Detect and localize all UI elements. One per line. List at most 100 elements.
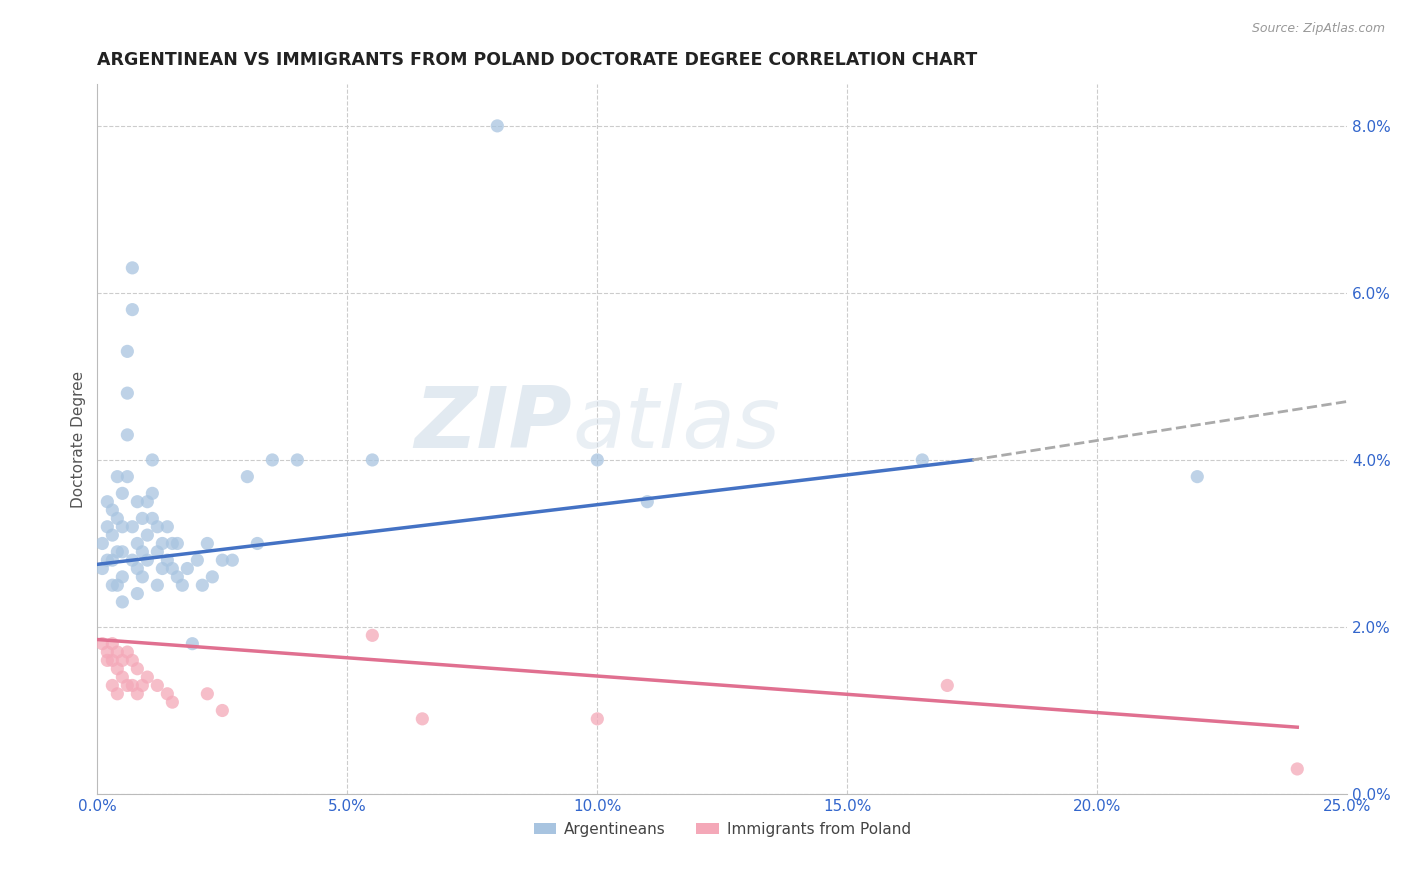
Point — [105, 469, 128, 483]
Point — [121, 260, 143, 275]
Point — [117, 645, 139, 659]
Point — [176, 561, 198, 575]
Point — [105, 511, 128, 525]
Point — [105, 578, 128, 592]
Text: ZIP: ZIP — [415, 384, 572, 467]
Point — [150, 536, 173, 550]
Point — [101, 503, 124, 517]
Point — [127, 561, 149, 575]
Point — [586, 453, 609, 467]
Point — [127, 662, 149, 676]
Point — [127, 536, 149, 550]
Point — [105, 662, 128, 676]
Point — [101, 637, 124, 651]
Point — [96, 645, 118, 659]
Point — [91, 536, 114, 550]
Point — [411, 712, 433, 726]
Point — [181, 637, 204, 651]
Point — [361, 628, 384, 642]
Point — [141, 511, 163, 525]
Legend: Argentineans, Immigrants from Poland: Argentineans, Immigrants from Poland — [527, 816, 917, 843]
Point — [246, 536, 269, 550]
Point — [131, 678, 153, 692]
Point — [111, 545, 134, 559]
Point — [156, 520, 179, 534]
Text: atlas: atlas — [572, 384, 780, 467]
Point — [105, 645, 128, 659]
Point — [136, 553, 159, 567]
Point — [111, 653, 134, 667]
Point — [146, 678, 169, 692]
Point — [117, 469, 139, 483]
Point — [636, 494, 658, 508]
Point — [221, 553, 243, 567]
Point — [117, 386, 139, 401]
Point — [162, 536, 184, 550]
Point — [101, 578, 124, 592]
Point — [262, 453, 284, 467]
Point — [285, 453, 308, 467]
Point — [136, 494, 159, 508]
Point — [186, 553, 208, 567]
Point — [131, 570, 153, 584]
Point — [117, 428, 139, 442]
Point — [96, 494, 118, 508]
Point — [101, 528, 124, 542]
Point — [101, 553, 124, 567]
Point — [96, 520, 118, 534]
Point — [127, 687, 149, 701]
Point — [141, 486, 163, 500]
Point — [211, 553, 233, 567]
Point — [117, 678, 139, 692]
Point — [201, 570, 224, 584]
Point — [156, 687, 179, 701]
Point — [111, 520, 134, 534]
Point — [111, 670, 134, 684]
Point — [195, 536, 218, 550]
Point — [1286, 762, 1309, 776]
Point — [136, 670, 159, 684]
Point — [166, 536, 188, 550]
Point — [105, 687, 128, 701]
Point — [236, 469, 259, 483]
Point — [91, 561, 114, 575]
Point — [191, 578, 214, 592]
Text: ARGENTINEAN VS IMMIGRANTS FROM POLAND DOCTORATE DEGREE CORRELATION CHART: ARGENTINEAN VS IMMIGRANTS FROM POLAND DO… — [97, 51, 977, 69]
Point — [131, 511, 153, 525]
Point — [361, 453, 384, 467]
Point — [156, 553, 179, 567]
Point — [96, 653, 118, 667]
Point — [211, 704, 233, 718]
Point — [121, 520, 143, 534]
Point — [121, 302, 143, 317]
Point — [162, 561, 184, 575]
Point — [486, 119, 509, 133]
Point — [121, 553, 143, 567]
Point — [131, 545, 153, 559]
Point — [586, 712, 609, 726]
Point — [141, 453, 163, 467]
Point — [1187, 469, 1209, 483]
Point — [117, 344, 139, 359]
Point — [936, 678, 959, 692]
Point — [911, 453, 934, 467]
Point — [172, 578, 194, 592]
Point — [146, 545, 169, 559]
Point — [91, 637, 114, 651]
Point — [96, 553, 118, 567]
Point — [146, 578, 169, 592]
Point — [150, 561, 173, 575]
Point — [111, 570, 134, 584]
Point — [146, 520, 169, 534]
Point — [101, 653, 124, 667]
Point — [136, 528, 159, 542]
Point — [121, 653, 143, 667]
Point — [127, 494, 149, 508]
Point — [127, 586, 149, 600]
Text: Source: ZipAtlas.com: Source: ZipAtlas.com — [1251, 22, 1385, 36]
Y-axis label: Doctorate Degree: Doctorate Degree — [72, 370, 86, 508]
Point — [162, 695, 184, 709]
Point — [111, 595, 134, 609]
Point — [101, 678, 124, 692]
Point — [111, 486, 134, 500]
